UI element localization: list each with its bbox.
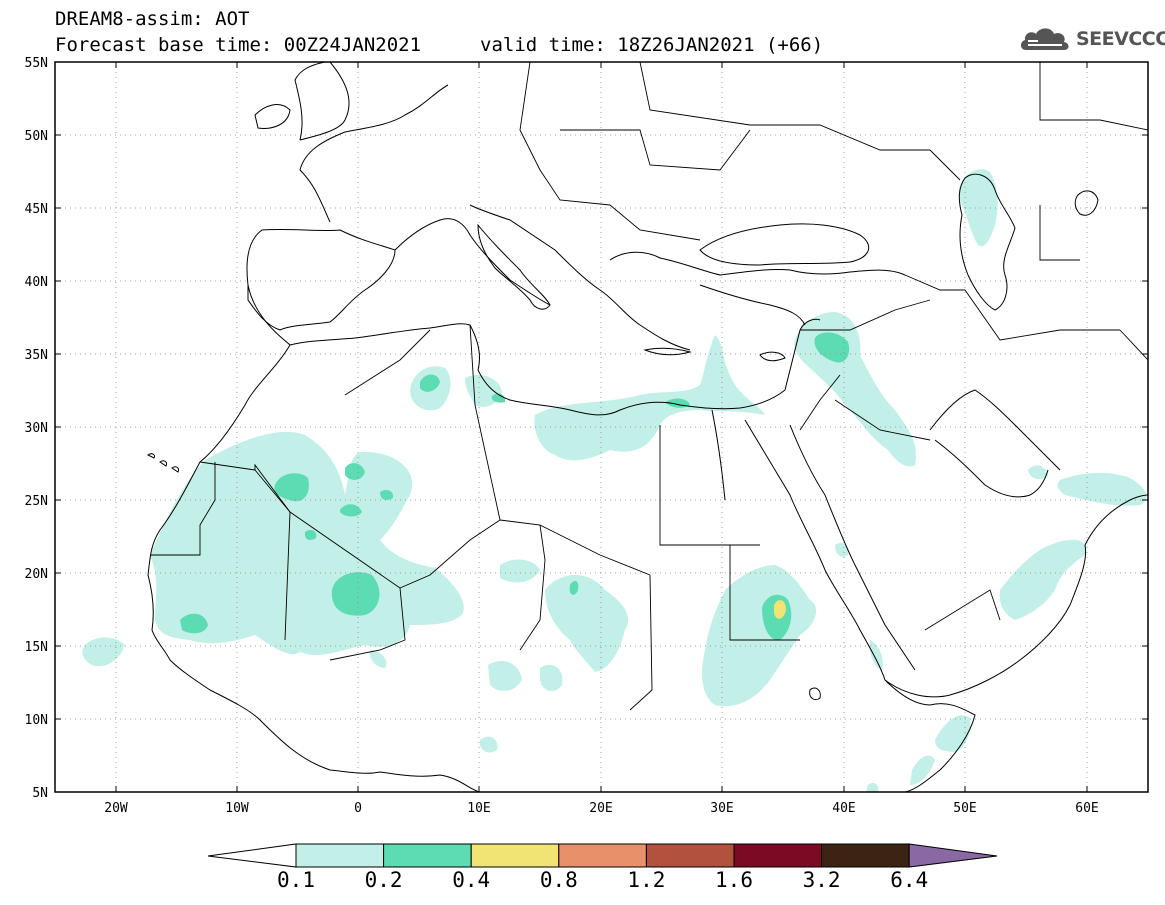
colorbar-swatch [821,843,910,868]
colorbar-swatch [383,843,472,868]
cloud-icon [1020,28,1069,50]
lat-label: 50N [25,129,48,144]
colorbar-labels: 0.1 0.2 0.4 0.8 1.2 1.6 3.2 6.4 [0,868,1165,898]
colorbar-swatch [295,843,385,868]
lat-label: 10N [25,713,48,728]
map-title: DREAM8-assim: AOT [55,8,250,30]
lat-label: 5N [32,786,48,801]
colorbar-over-arrow [908,843,998,868]
colorbar-swatch [558,843,647,868]
aot-0-1-areas [82,169,1147,792]
logo-text: SEEVCCC [1076,28,1165,50]
lat-label: 35N [25,348,48,363]
colorbar-label: 0.4 [452,868,491,892]
lon-label: 20E [589,801,612,816]
seevccc-logo: SEEVCCC [1018,22,1165,56]
colorbar-label: 1.6 [715,868,753,892]
lat-label: 55N [25,56,48,71]
forecast-base-time: Forecast base time: 00Z24JAN2021 [55,34,422,56]
lon-label: 50E [953,801,976,816]
coastlines [147,62,1148,792]
colorbar-swatch [733,843,823,868]
lat-label: 15N [25,640,48,655]
colorbar-under-arrow [207,843,297,868]
lon-label: 20W [104,801,128,816]
colorbar-label: 0.2 [364,868,403,892]
valid-time: valid time: 18Z26JAN2021 (+66) [480,34,824,56]
aot-shading [55,62,1148,792]
lon-label: 10E [467,801,490,816]
lon-label: 30E [710,801,733,816]
lat-label: 25N [25,494,48,509]
colorbar-swatch [470,843,560,868]
lat-labels: 55N 50N 45N 40N 35N 30N 25N 20N 15N 10N … [25,56,48,801]
colorbar [207,843,998,868]
lat-label: 20N [25,567,48,582]
colorbar-swatch [645,843,735,868]
lat-label: 30N [25,421,48,436]
lat-label: 40N [25,275,48,290]
lat-label: 45N [25,202,48,217]
lon-label: 10W [225,801,249,816]
lon-labels: 20W 10W 0 10E 20E 30E 40E 50E 60E [104,801,1098,816]
country-borders [150,62,1148,711]
colorbar-label: 1.2 [627,868,666,892]
colorbar-label: 6.4 [890,868,929,892]
graticule [55,62,1148,792]
colorbar-label: 0.1 [277,868,315,892]
axis-ticks [55,61,1148,792]
colorbar-label: 0.8 [539,868,578,892]
aot-0-4-areas [774,600,786,619]
lon-label: 40E [832,801,855,816]
lon-label: 0 [354,801,362,816]
colorbar-label: 3.2 [802,868,841,892]
lon-label: 60E [1075,801,1098,816]
